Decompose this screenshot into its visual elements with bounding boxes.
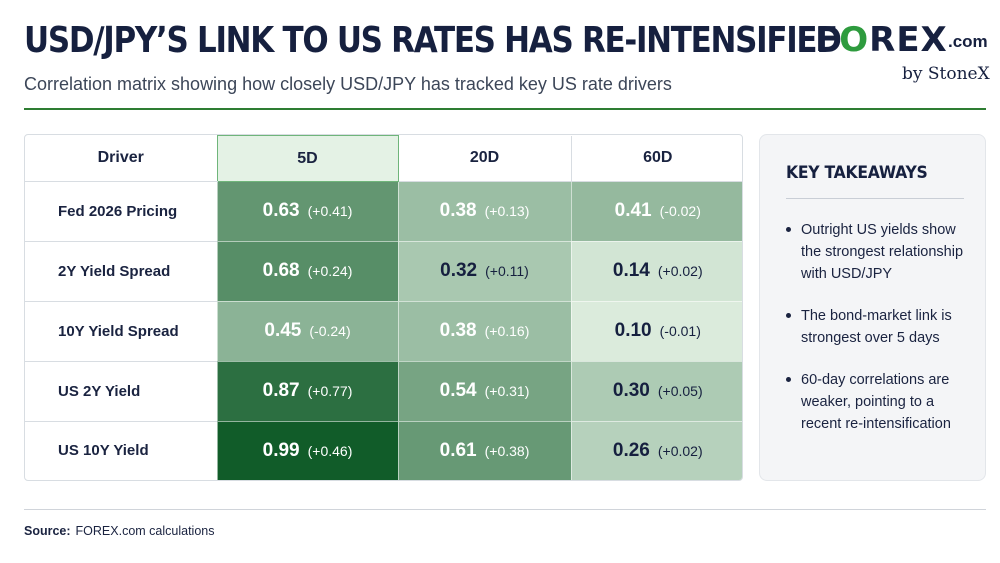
correlation-value: 0.38 xyxy=(439,320,477,342)
takeaway-item: The bond-market link is strongest over 5… xyxy=(786,305,976,349)
column-header-5d: 5D xyxy=(216,135,399,182)
key-takeaways-panel: KEY TAKEAWAYS Outright US yields show th… xyxy=(759,134,986,481)
matrix-row: US 10Y Yield 0.99 (+0.46) 0.61 (+0.38) 0.26 (+… xyxy=(25,420,742,480)
heatmap-cell: 0.68 (+0.24) xyxy=(216,240,398,302)
correlation-change: (+0.16) xyxy=(484,323,530,340)
matrix-body: Fed 2026 Pricing 0.63 (+0.41) 0.38 (+0.13) 0.… xyxy=(25,181,742,480)
correlation-change: (+0.05) xyxy=(657,383,703,400)
footer-divider xyxy=(24,509,986,510)
driver-label: 10Y Yield Spread xyxy=(25,300,217,362)
correlation-value: 0.99 xyxy=(262,439,300,461)
matrix-row: 10Y Yield Spread 0.45 (-0.24) 0.38 (+0.16) 0.… xyxy=(25,300,742,362)
matrix-row: 2Y Yield Spread 0.68 (+0.24) 0.32 (+0.11) 0.1… xyxy=(25,240,742,302)
heatmap-cell: 0.38 (+0.13) xyxy=(397,181,571,242)
correlation-value: 0.41 xyxy=(614,200,652,222)
row-header-driver: Driver xyxy=(25,135,217,182)
page-subtitle: Correlation matrix showing how closely U… xyxy=(24,74,672,94)
correlation-value: 0.30 xyxy=(612,380,650,402)
takeaways-divider xyxy=(786,198,964,199)
correlation-value: 0.14 xyxy=(612,260,650,282)
heatmap-cell: 0.41 (-0.02) xyxy=(570,181,742,242)
correlation-change: (+0.77) xyxy=(307,383,353,400)
matrix-row: US 2Y Yield 0.87 (+0.77) 0.54 (+0.31) 0.30 (+0… xyxy=(25,360,742,422)
driver-label: Fed 2026 Pricing xyxy=(25,181,217,242)
heatmap-cell: 0.26 (+0.02) xyxy=(570,420,742,480)
heatmap-cell: 0.38 (+0.16) xyxy=(397,300,571,362)
takeaway-item: 60-day correlations are weaker, pointing… xyxy=(786,369,976,435)
column-header-20d: 20D xyxy=(397,135,571,182)
correlation-value: 0.63 xyxy=(262,200,300,222)
matrix-row: Fed 2026 Pricing 0.63 (+0.41) 0.38 (+0.13) 0.… xyxy=(25,181,742,242)
correlation-value: 0.26 xyxy=(612,439,650,461)
correlation-value: 0.10 xyxy=(614,320,652,342)
correlation-value: 0.61 xyxy=(439,439,477,461)
correlation-change: (-0.24) xyxy=(309,323,351,340)
correlation-value: 0.54 xyxy=(439,380,477,402)
source-label: Source: xyxy=(24,524,71,538)
forex-logo: FOREX .com by StoneX xyxy=(815,20,990,90)
correlation-value: 0.45 xyxy=(264,320,302,342)
correlation-change: (+0.46) xyxy=(307,442,353,459)
heatmap-cell: 0.14 (+0.02) xyxy=(570,240,742,302)
page-title: USD/JPY’S LINK TO US RATES HAS RE-INTENS… xyxy=(24,20,842,61)
logo-domain: .com xyxy=(948,32,988,51)
correlation-change: (+0.24) xyxy=(307,263,353,280)
source-note: Source: FOREX.com calculations xyxy=(24,524,214,538)
correlation-matrix: Driver 5D 20D 60D Fed 2026 Pricing 0.63 (+… xyxy=(24,134,743,481)
correlation-change: (+0.13) xyxy=(484,203,530,220)
heatmap-cell: 0.87 (+0.77) xyxy=(216,360,398,422)
heatmap-cell: 0.45 (-0.24) xyxy=(216,300,398,362)
driver-label: US 10Y Yield xyxy=(25,420,217,480)
heatmap-cell: 0.32 (+0.11) xyxy=(397,240,571,302)
correlation-change: (+0.38) xyxy=(484,442,530,459)
takeaways-list: Outright US yields show the strongest re… xyxy=(786,219,976,455)
correlation-change: (+0.31) xyxy=(484,383,530,400)
driver-label: US 2Y Yield xyxy=(25,360,217,422)
heatmap-cell: 0.61 (+0.38) xyxy=(397,420,571,480)
correlation-change: (+0.41) xyxy=(307,203,353,220)
column-header-60d: 60D xyxy=(570,135,742,182)
correlation-change: (-0.01) xyxy=(659,323,701,340)
correlation-change: (+0.02) xyxy=(657,263,703,280)
correlation-value: 0.68 xyxy=(262,260,300,282)
correlation-value: 0.32 xyxy=(440,260,478,282)
correlation-change: (+0.11) xyxy=(485,263,529,280)
heatmap-cell: 0.30 (+0.05) xyxy=(570,360,742,422)
takeaway-item: Outright US yields show the strongest re… xyxy=(786,219,976,285)
correlation-value: 0.38 xyxy=(439,200,477,222)
logo-wordmark: FOREX xyxy=(815,20,948,60)
heatmap-cell: 0.54 (+0.31) xyxy=(397,360,571,422)
correlation-value: 0.87 xyxy=(262,380,300,402)
correlation-change: (+0.02) xyxy=(657,442,703,459)
takeaways-title: KEY TAKEAWAYS xyxy=(786,163,928,183)
driver-label: 2Y Yield Spread xyxy=(25,240,217,302)
heatmap-cell: 0.63 (+0.41) xyxy=(216,181,398,242)
correlation-change: (-0.02) xyxy=(659,203,701,220)
logo-byline: by StoneX xyxy=(902,64,990,84)
source-text: FOREX.com calculations xyxy=(75,524,215,538)
heatmap-cell: 0.99 (+0.46) xyxy=(216,420,398,480)
header-divider xyxy=(24,108,986,110)
heatmap-cell: 0.10 (-0.01) xyxy=(570,300,742,362)
